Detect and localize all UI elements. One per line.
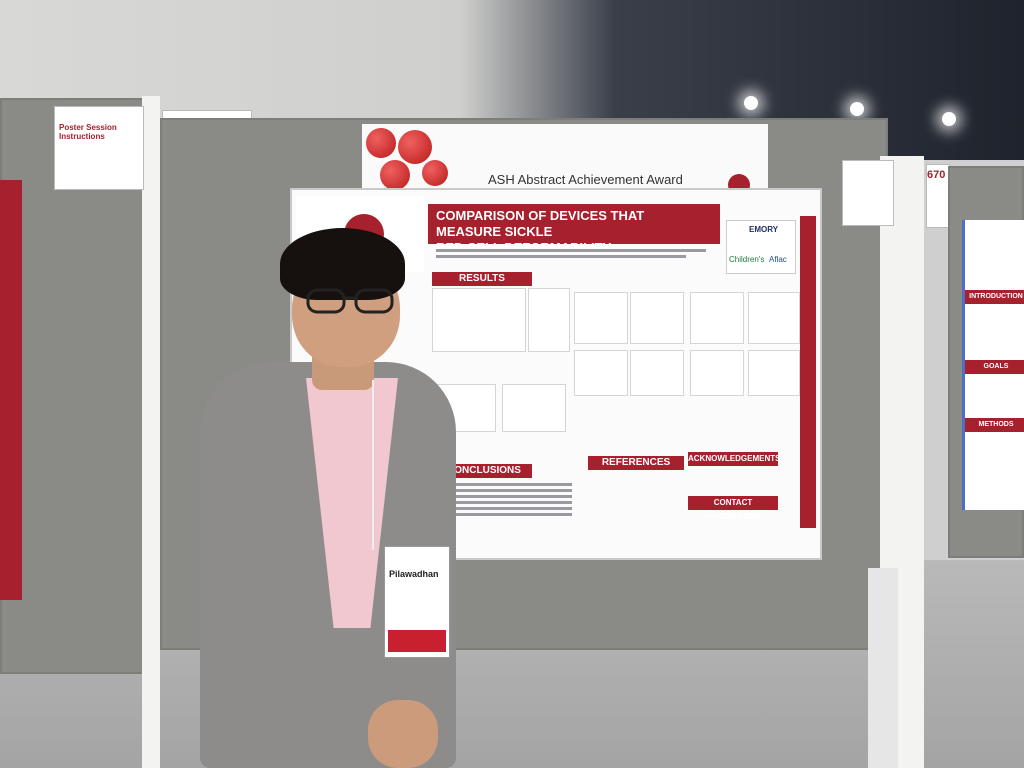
correlation-figure (748, 350, 800, 396)
poster-title: COMPARISON OF DEVICES THAT MEASURE SICKL… (428, 204, 720, 255)
conclusions-text (436, 480, 576, 546)
correlation-figure (630, 350, 684, 396)
red-cell-graphic (366, 128, 396, 158)
award-title: ASH Abstract Achievement Award (488, 172, 683, 187)
contact-header: CONTACT INFORMATION (688, 496, 778, 521)
aflac-logo: Aflac (769, 255, 787, 264)
correlation-figure (748, 292, 800, 344)
goals-header: GOALS (965, 360, 1024, 374)
glasses-icon (306, 288, 394, 314)
correlation-figure (690, 350, 744, 396)
emory-logo: EMORY (749, 225, 779, 234)
badge-name: Pilawadhan (389, 569, 439, 579)
introduction-header: INTRODUCTION (965, 290, 1024, 304)
red-cell-graphic (380, 160, 410, 190)
institution-logos: EMORY Children's Aflac (726, 220, 796, 274)
correlation-figure (574, 292, 628, 344)
methods-header: METHODS (965, 418, 1024, 432)
poster-side-stripe (800, 216, 816, 528)
correlation-figure (630, 292, 684, 344)
results-header: RESULTS (432, 272, 532, 286)
author-list (432, 246, 722, 266)
board-post (142, 96, 160, 768)
board-number: 670 (927, 169, 946, 181)
acknowledgements-header: ACKNOWLEDGEMENTS (688, 452, 780, 466)
conclusions-header: CONCLUSIONS (436, 464, 532, 478)
boxplot-figure (528, 288, 570, 352)
poster-title-line1: COMPARISON OF DEVICES THAT MEASURE SICKL… (436, 208, 645, 239)
instructions-sheet-left: Poster Session Instructions (54, 106, 144, 190)
right-poster: INTRODUCTION GOALS METHODS (962, 220, 1024, 510)
board-number-card: 670 (926, 164, 950, 228)
boxplot-figure (502, 384, 566, 432)
instructions-sheet-right (842, 160, 894, 226)
childrens-logo: Children's (729, 255, 765, 264)
display-stand-leg (868, 568, 898, 768)
references-header: REFERENCES (588, 456, 684, 470)
ceiling-light (744, 96, 758, 110)
red-cell-graphic (398, 130, 432, 164)
left-poster-edge (0, 180, 22, 600)
left-poster-board (0, 98, 150, 674)
ceiling-light (850, 102, 864, 116)
lanyard (372, 380, 414, 550)
scatter-figure (432, 288, 526, 352)
red-cell-graphic (422, 160, 448, 186)
badge-ribbon (388, 630, 446, 652)
instructions-title: Poster Session Instructions (59, 123, 117, 141)
person-hair (280, 228, 405, 300)
ceiling-light (942, 112, 956, 126)
correlation-figure (574, 350, 628, 396)
person-hand (368, 700, 438, 768)
correlation-figure (690, 292, 744, 344)
